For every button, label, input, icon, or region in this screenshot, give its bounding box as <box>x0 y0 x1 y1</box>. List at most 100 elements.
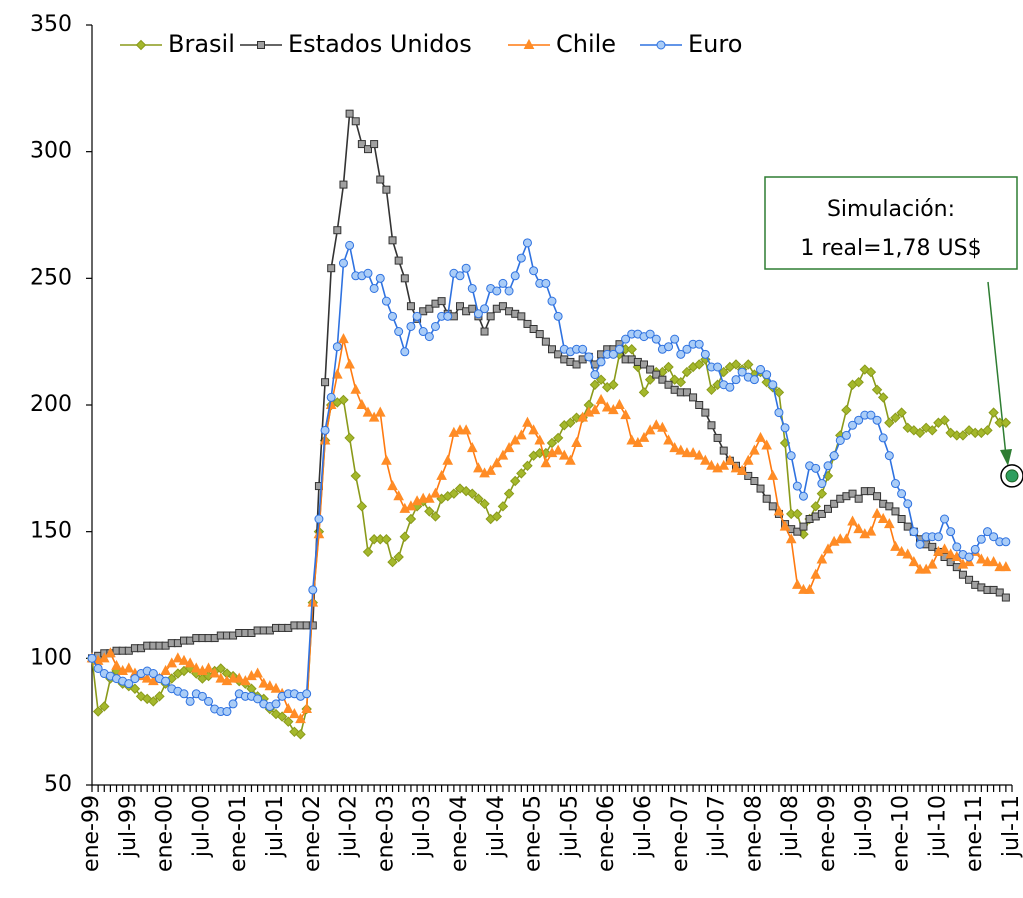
annotation-box <box>764 176 1018 270</box>
point <box>283 716 294 727</box>
point <box>540 457 552 468</box>
point <box>178 654 190 665</box>
point <box>282 702 294 713</box>
point <box>866 487 875 496</box>
point <box>651 334 661 344</box>
point <box>375 273 385 283</box>
point <box>184 657 196 668</box>
point <box>394 327 404 337</box>
point <box>362 406 374 417</box>
point <box>203 662 214 673</box>
point <box>584 352 594 362</box>
point <box>460 424 472 435</box>
legend-label: Estados Unidos <box>288 30 472 58</box>
point <box>547 296 557 306</box>
point <box>388 236 397 245</box>
point <box>810 501 821 512</box>
y-tick-label: 350 <box>30 12 72 37</box>
x-tick-label: jul-04 <box>484 795 509 858</box>
point <box>939 543 950 554</box>
point <box>123 662 135 673</box>
series <box>87 238 1011 717</box>
point <box>798 491 808 501</box>
point <box>406 302 415 311</box>
point <box>362 546 374 558</box>
point <box>620 409 631 420</box>
point <box>522 238 532 248</box>
x-tick-label: jul-08 <box>778 795 803 858</box>
point <box>853 523 864 534</box>
point <box>823 461 833 471</box>
point <box>995 588 1004 597</box>
point <box>928 542 937 551</box>
point <box>480 304 490 314</box>
point <box>590 370 600 380</box>
point <box>376 175 385 184</box>
x-tick-label: jul-06 <box>631 795 656 858</box>
point <box>976 553 987 564</box>
point <box>497 501 509 512</box>
point <box>638 387 650 398</box>
point <box>878 433 888 443</box>
point <box>394 256 403 265</box>
point <box>681 366 693 378</box>
point <box>529 266 539 276</box>
point <box>854 494 863 503</box>
point <box>228 699 238 709</box>
point <box>509 475 521 487</box>
point <box>430 321 440 331</box>
point <box>552 432 564 444</box>
point <box>320 425 330 435</box>
point <box>92 706 104 717</box>
point <box>338 333 349 344</box>
point <box>302 689 312 699</box>
point <box>510 271 520 281</box>
point <box>736 464 748 475</box>
point <box>388 311 398 321</box>
x-tick-label: ene-01 <box>226 795 251 872</box>
point <box>762 370 772 380</box>
point <box>786 451 796 461</box>
point <box>601 401 613 412</box>
point <box>338 394 349 406</box>
point <box>498 302 507 311</box>
point <box>810 568 822 579</box>
point <box>976 534 986 544</box>
series-line <box>91 338 1006 721</box>
point <box>554 350 563 359</box>
x-tick-label: ene-06 <box>594 795 619 872</box>
x-tick-label: ene-09 <box>815 795 840 872</box>
point <box>368 411 380 422</box>
point <box>664 380 673 389</box>
point <box>908 555 920 567</box>
point <box>509 434 521 445</box>
point <box>915 539 925 549</box>
point <box>503 441 515 453</box>
point <box>497 449 509 460</box>
point <box>940 514 950 524</box>
point <box>215 672 227 683</box>
point <box>468 304 477 313</box>
point <box>498 278 508 288</box>
point <box>345 240 355 250</box>
point <box>111 659 122 670</box>
point <box>357 140 366 149</box>
point <box>638 431 650 442</box>
point <box>345 109 354 118</box>
point <box>768 380 778 390</box>
point <box>988 555 999 567</box>
point <box>572 360 581 369</box>
point <box>853 376 864 388</box>
y-tick-label: 100 <box>30 645 72 670</box>
point <box>779 520 791 531</box>
point <box>148 669 158 679</box>
point <box>884 451 894 461</box>
point <box>130 674 140 684</box>
point <box>945 548 956 559</box>
point <box>270 682 282 693</box>
point <box>578 344 588 354</box>
point <box>847 515 858 526</box>
point <box>884 417 895 428</box>
point <box>430 511 441 522</box>
point <box>295 729 306 740</box>
